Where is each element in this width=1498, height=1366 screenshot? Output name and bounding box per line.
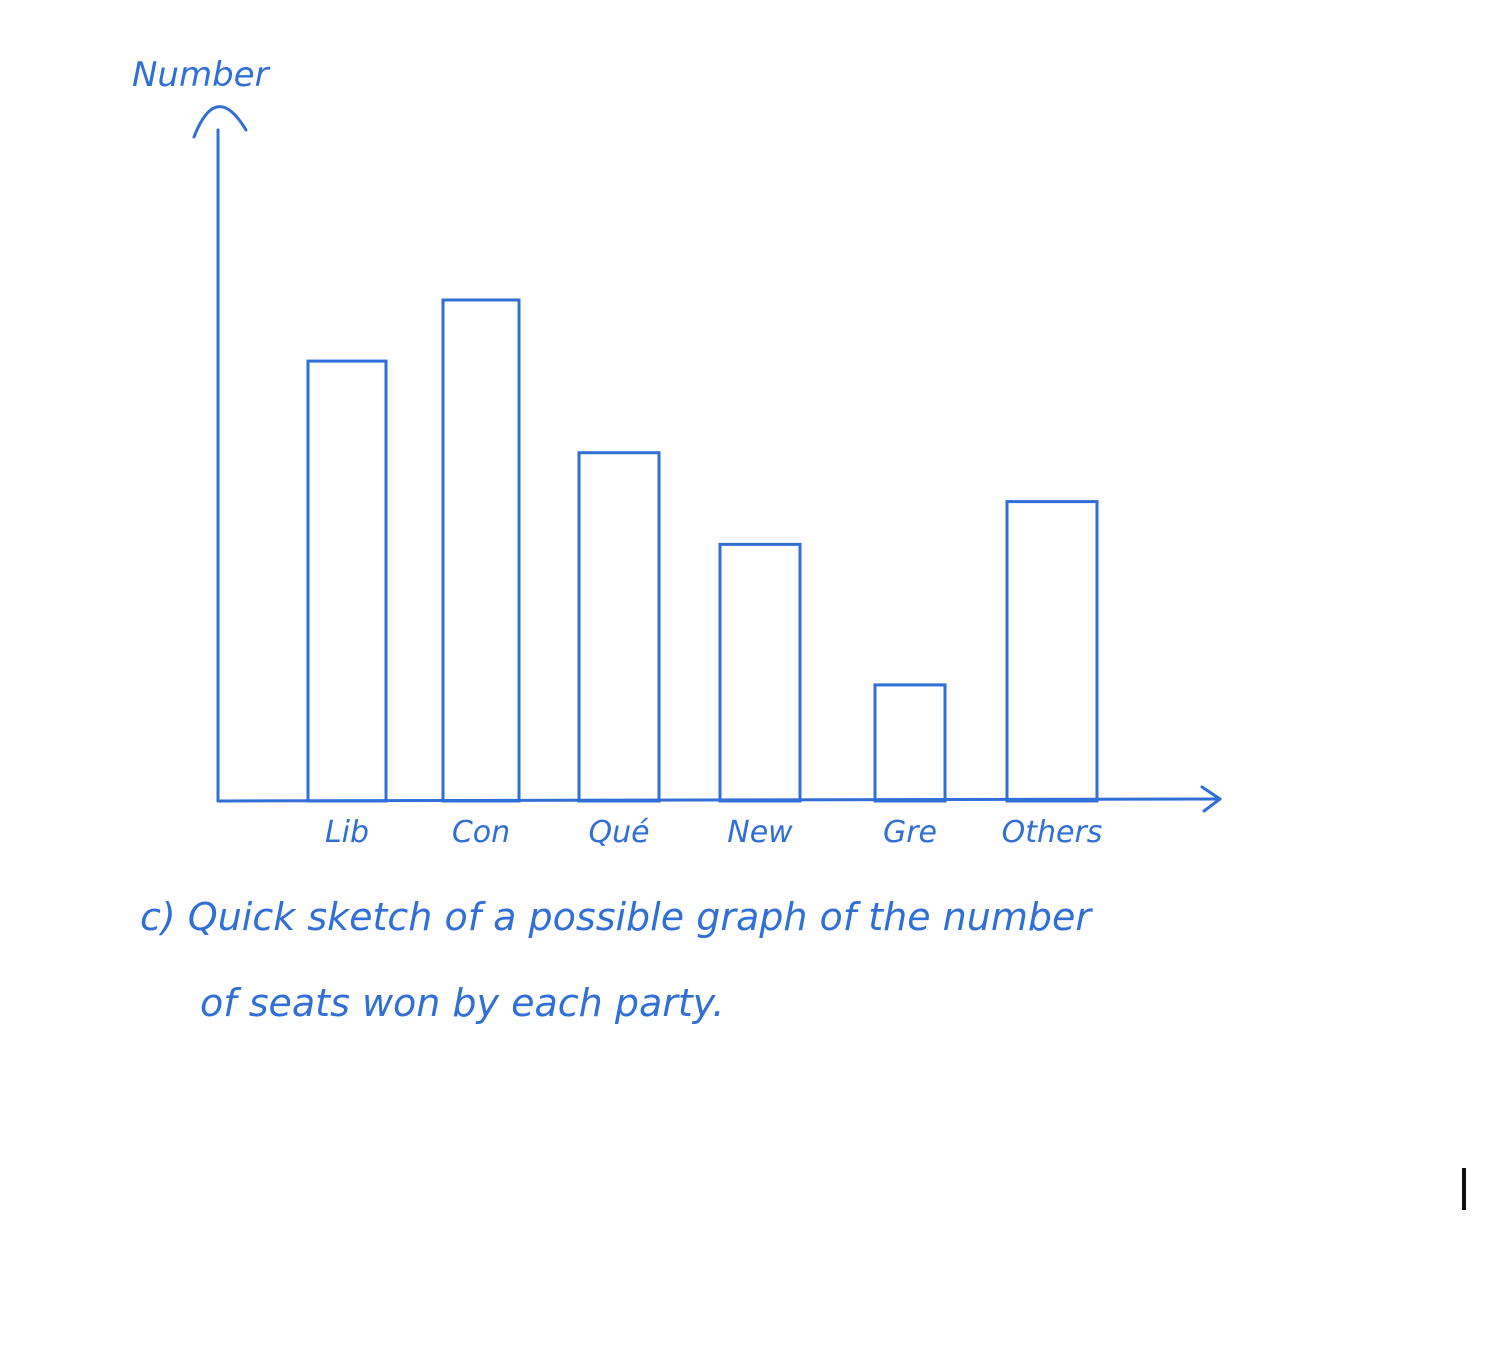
- bar-others: [1005, 500, 1099, 803]
- category-labels: Lib Con Qué New Gre Others: [325, 815, 1102, 850]
- x-tick-label: Lib: [325, 815, 369, 850]
- x-tick-label: New: [727, 815, 793, 850]
- x-axis-arrow-icon: [1200, 785, 1222, 813]
- caption-line-1: c) Quick sketch of a possible graph of t…: [140, 895, 1093, 939]
- bar-lib: [306, 359, 388, 803]
- text-cursor: [1462, 1168, 1466, 1210]
- x-tick-label: Gre: [883, 815, 937, 850]
- bar-que: [577, 451, 661, 803]
- bar-series: [306, 298, 1099, 803]
- bar-new: [718, 542, 802, 803]
- y-axis-label: Number: [132, 55, 271, 95]
- x-tick-label: Con: [452, 815, 510, 850]
- chart-axes: [192, 105, 1222, 813]
- bar-gre: [873, 683, 947, 803]
- caption-line-2: of seats won by each party.: [200, 981, 724, 1025]
- x-tick-label: Others: [1002, 815, 1103, 850]
- y-axis-arrow-icon: [192, 105, 248, 139]
- bar-con: [441, 298, 521, 803]
- x-tick-label: Qué: [588, 815, 649, 850]
